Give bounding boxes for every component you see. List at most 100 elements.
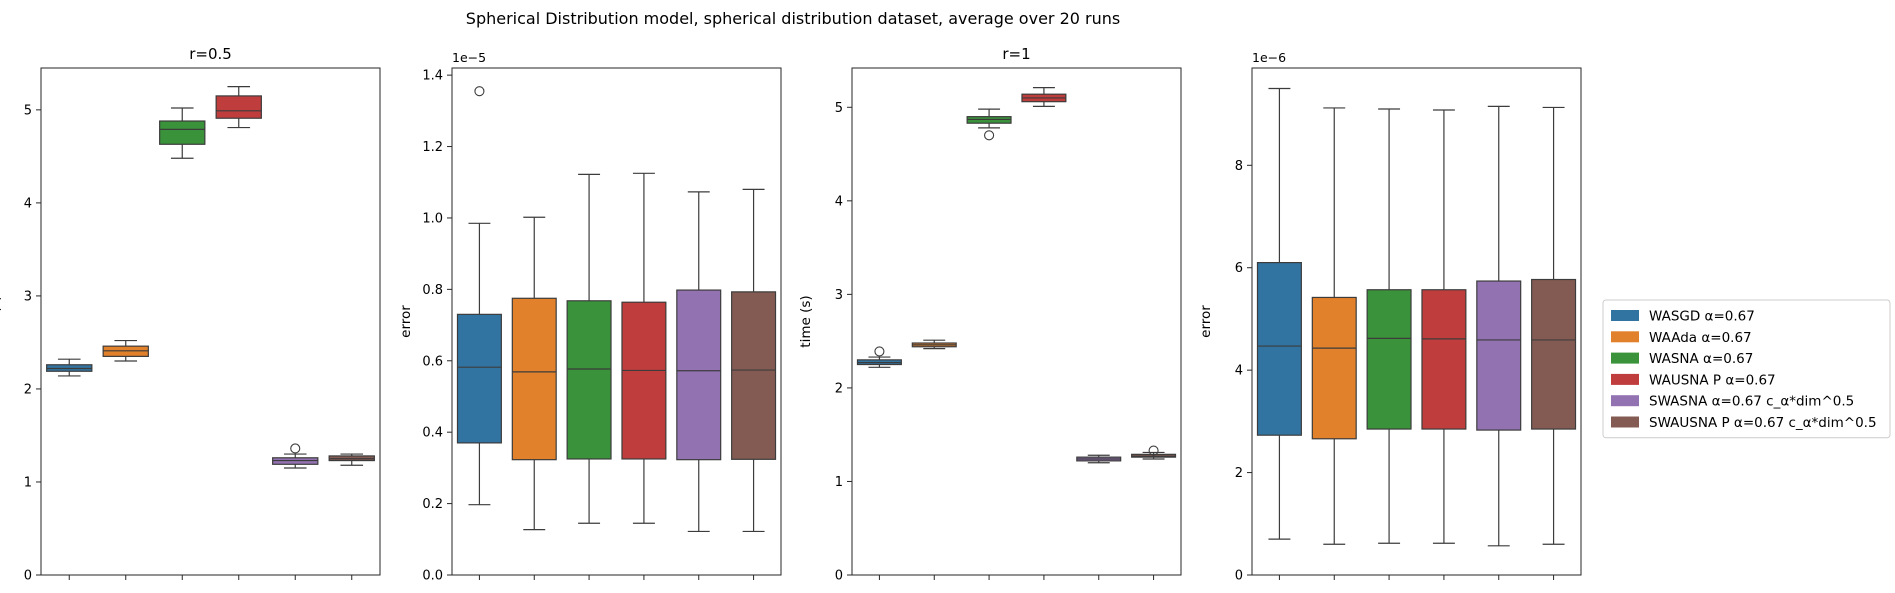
legend-label: WASGD α=0.67 [1649,309,1755,325]
outlier-point [1148,445,1159,456]
box-2 [511,216,557,531]
axes-frame [851,67,1182,576]
subplot-title: r=0.5 [189,45,232,63]
box-iqr [1531,278,1577,430]
box-iqr [731,291,777,460]
subplot-2: 0.0 0.2 0.4 0.6 0.8 1.0 1.2 1.4 1e−5 error [398,50,782,584]
legend-swatch [1611,395,1639,407]
y-tick-label: 1.4 [422,69,443,84]
y-tick-label: 2 [24,382,32,397]
y-axis-label: time (s) [0,295,3,347]
box-1 [856,346,902,368]
axes-frame [1251,67,1582,576]
box-2 [102,339,149,362]
y-offset-label: 1e−6 [1252,50,1286,65]
y-tick-label: 3 [24,289,32,304]
box-5 [272,443,319,469]
legend-item: SWASNA α=0.67 c_α*dim^0.5 [1611,394,1854,410]
axes-frame [451,67,782,576]
y-tick-label: 6 [1235,261,1243,276]
box-iqr [1476,280,1522,431]
y-tick-label: 1 [24,475,32,490]
box-iqr [511,297,557,461]
legend-label: WAUSNA P α=0.67 [1649,372,1776,388]
outlier-point [474,86,485,97]
y-tick-label: 5 [24,103,32,118]
box-3 [966,108,1012,141]
box-2 [1311,107,1357,545]
subplot-1: 0 1 2 3 4 5 r=0.5 time (s) [0,45,381,584]
y-tick-label: 8 [1235,159,1243,174]
box-iqr [1366,289,1412,430]
legend-item: WAAda α=0.67 [1611,330,1752,346]
box-3 [159,107,206,159]
box-4 [1021,87,1067,107]
y-tick-label: 5 [835,101,843,116]
box-iqr [1256,262,1302,436]
box-5 [1476,105,1522,547]
subplot-4: 0 2 4 6 8 1e−6 error [1198,50,1582,584]
y-tick-label: 0.6 [422,354,443,369]
box-iqr [676,289,722,461]
y-tick-label: 2 [1235,466,1243,481]
box-6 [1531,106,1577,545]
axes-frame [40,67,381,576]
legend-label: WAAda α=0.67 [1649,330,1752,346]
y-tick-label: 0 [835,569,843,584]
box-6 [1131,445,1177,460]
legend-item: WAUSNA P α=0.67 [1611,372,1776,388]
y-tick-label: 0.8 [422,283,443,298]
box-5 [1076,454,1122,464]
legend-item: WASNA α=0.67 [1611,351,1753,367]
legend-swatch [1611,416,1639,428]
box-iqr [1311,296,1357,440]
y-tick-label: 0.4 [422,426,443,441]
legend-swatch [1611,373,1639,385]
box-iqr [1421,289,1467,430]
y-offset-label: 1e−5 [452,50,486,65]
box-3 [1366,108,1412,544]
box-iqr [621,301,667,460]
legend-frame [1602,299,1891,439]
y-tick-label: 1.0 [422,211,443,226]
legend-swatch [1611,352,1639,364]
y-tick-label: 0 [24,569,32,584]
legend-swatch [1611,310,1639,321]
legend-item: SWAUSNA P α=0.67 c_α*dim^0.5 [1611,415,1877,431]
box-1 [1256,87,1302,540]
box-6 [731,188,777,533]
outlier-point [874,346,885,357]
outlier-point [290,443,301,454]
box-3 [566,173,612,524]
outlier-point [984,130,995,141]
y-tick-label: 0 [1235,569,1243,584]
subplots: 0 1 2 3 4 5 r=0.5 time (s) 0.0 0.2 0.4 0.6 0.8 1.0 1.2… [0,45,1582,584]
legend-label: WASNA α=0.67 [1649,351,1753,367]
box-iqr [456,313,502,444]
box-4 [1421,109,1467,544]
y-tick-label: 3 [835,288,843,303]
subplot-3: 0 1 2 3 4 5 r=1 time (s) [798,45,1182,584]
y-tick-label: 1 [835,475,843,490]
box-1 [46,358,93,377]
legend-label: SWAUSNA P α=0.67 c_α*dim^0.5 [1649,415,1877,431]
box-5 [676,191,722,533]
box-6 [328,453,375,466]
box-iqr [566,300,612,460]
figure-suptitle: Spherical Distribution model, spherical … [466,9,1120,28]
y-tick-label: 2 [835,381,843,396]
legend-label: SWASNA α=0.67 c_α*dim^0.5 [1649,394,1854,410]
y-tick-label: 4 [24,196,32,211]
y-tick-label: 0.2 [422,497,443,512]
y-axis-label: error [398,305,414,338]
subplot-title: r=1 [1002,45,1030,63]
y-tick-label: 1.2 [422,140,443,155]
box-1 [456,86,502,506]
legend: WASGD α=0.67 WAAda α=0.67 WASNA α=0.67 WAUS… [1602,299,1891,439]
legend-swatch [1611,331,1639,343]
box-2 [911,339,957,350]
box-iqr [159,120,206,145]
y-tick-label: 4 [835,194,843,209]
legend-item: WASGD α=0.67 [1611,309,1755,325]
